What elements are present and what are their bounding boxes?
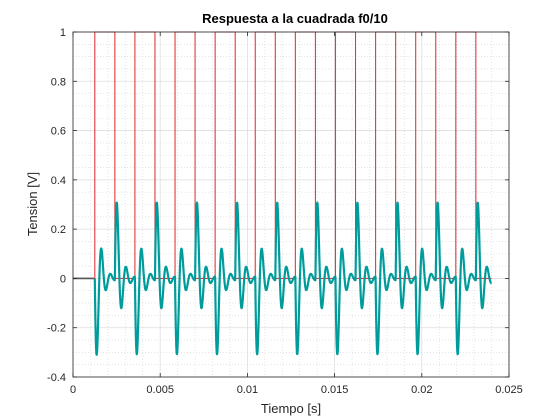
y-tick-label: 0.8 [51, 76, 66, 88]
x-tick-label: 0.005 [146, 384, 174, 396]
chart-title: Respuesta a la cuadrada f0/10 [202, 11, 388, 26]
y-tick-label: 1 [60, 27, 66, 39]
y-tick-label: 0.6 [51, 126, 66, 138]
axis-ticks [72, 31, 510, 378]
y-tick-labels: -0.4 -0.2 0 0.2 0.4 0.6 0.8 1 [47, 27, 66, 384]
x-tick-label: 0.01 [237, 384, 258, 396]
series-response [93, 201, 493, 356]
plot-frame [72, 31, 510, 378]
x-tick-labels: 0 0.005 0.01 0.015 0.02 0.025 [70, 384, 523, 396]
y-tick-label: 0.4 [51, 175, 66, 187]
x-tick-label: 0.015 [321, 384, 349, 396]
x-tick-label: 0.025 [495, 384, 523, 396]
y-tick-label: 0 [60, 273, 66, 285]
y-tick-label: 0.2 [51, 224, 66, 236]
x-axis-label: Tiempo [s] [261, 401, 321, 416]
x-tick-label: 0 [70, 384, 76, 396]
minor-grid [73, 32, 509, 377]
x-tick-label: 0.02 [411, 384, 432, 396]
y-tick-label: -0.2 [47, 323, 66, 335]
y-axis-label: Tension [V] [25, 172, 40, 236]
y-tick-label: -0.4 [47, 372, 66, 384]
